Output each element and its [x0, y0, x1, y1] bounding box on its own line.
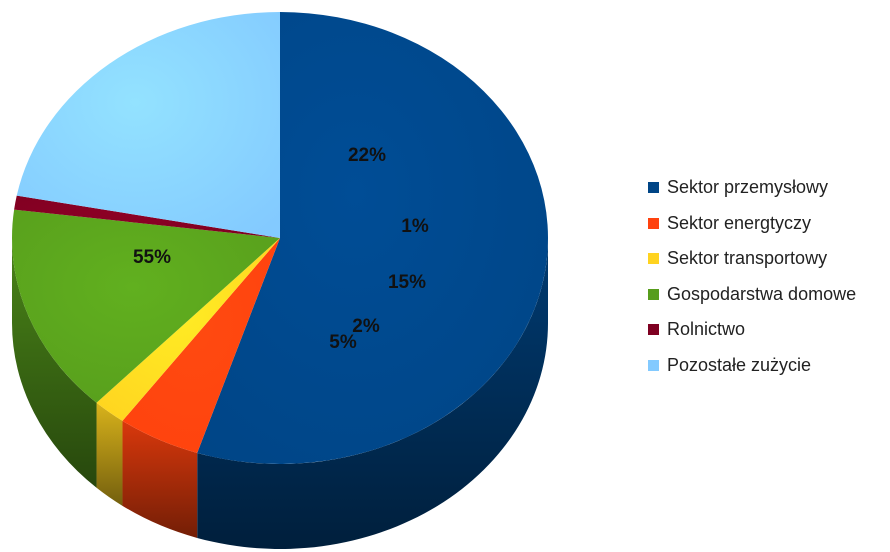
pie-slice-4: [14, 195, 281, 238]
chart-legend: Sektor przemysłowy Sektor energtyczy Sekto…: [648, 170, 856, 383]
pie-slice-1: [122, 238, 281, 453]
pie-slice-0: [197, 12, 548, 464]
legend-swatch: [648, 324, 659, 336]
legend-label: Sektor energtyczy: [667, 212, 812, 233]
legend-swatch: [648, 182, 659, 194]
slice-value-label: 55%: [133, 247, 171, 268]
pie-slice-2: [96, 238, 280, 421]
legend-label: Gospodarstwa domowe: [667, 283, 857, 304]
legend-label: Sektor transportowy: [667, 248, 828, 269]
slice-value-label: 15%: [388, 272, 426, 293]
pie-sides: [12, 238, 548, 549]
legend-item: Sektor energtyczy: [648, 206, 856, 242]
pie-side-0: [197, 238, 548, 549]
pie-slice-5: [16, 12, 281, 238]
pie-side-2: [96, 402, 123, 506]
legend-item: Pozostałe zużycie: [648, 348, 856, 384]
slice-value-label: 22%: [348, 145, 386, 166]
pie-slice-3: [11, 209, 280, 403]
pie-side-1: [122, 420, 198, 538]
legend-swatch: [648, 253, 659, 265]
legend-swatch: [648, 359, 659, 371]
legend-label: Sektor przemysłowy: [667, 177, 829, 198]
pie-tops: [11, 12, 548, 464]
legend-label: Rolnictwo: [667, 319, 746, 340]
slice-value-label: 1%: [401, 216, 429, 237]
pie-value-labels: 55% 5%2% 15% 1% 22%: [133, 145, 429, 353]
slice-value-label: 5%: [329, 332, 357, 353]
slice-value-label: 2%: [352, 316, 380, 337]
legend-swatch: [648, 217, 659, 229]
legend-item: Rolnictwo: [648, 312, 856, 348]
pie-side-3: [12, 238, 97, 488]
legend-item: Sektor przemysłowy: [648, 170, 856, 206]
legend-swatch: [648, 288, 659, 300]
legend-item: Gospodarstwa domowe: [648, 277, 856, 313]
legend-item: Sektor transportowy: [648, 241, 856, 277]
legend-label: Pozostałe zużycie: [667, 354, 812, 375]
